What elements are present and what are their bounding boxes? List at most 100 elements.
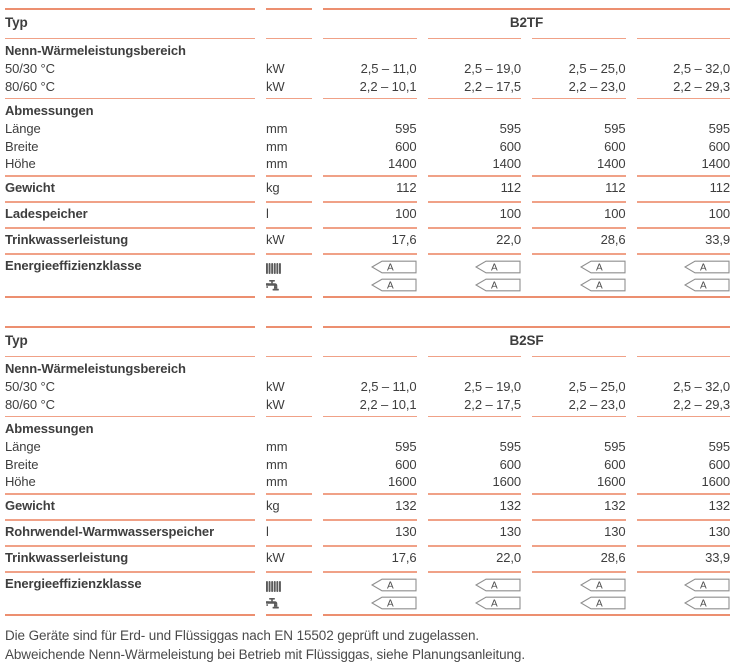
table-rule [5, 296, 730, 298]
value-cell: 2,5 – 11,0 [323, 379, 417, 397]
value-cell: 33,9 [637, 548, 731, 570]
unit-label: kg [266, 178, 312, 200]
energy-class-letter: A [491, 599, 498, 610]
energy-class-letter: A [700, 263, 707, 274]
arrow-tag-shape [476, 597, 520, 609]
value-cell: 132 [532, 496, 626, 518]
value-cell: 33,9 [637, 230, 731, 252]
energy-rating-tag: A [580, 578, 626, 592]
value-cell: A [323, 594, 417, 612]
value-cell: 1400 [323, 156, 417, 174]
value-cell: 595 [323, 439, 417, 457]
unit-label: kW [266, 61, 312, 79]
table-rule [5, 493, 730, 495]
unit-label: kW [266, 548, 312, 570]
value-cell: A [637, 576, 731, 594]
energy-rating-tag: A [371, 578, 417, 592]
arrow-tag-shape [581, 579, 625, 591]
value-cell: 1600 [323, 474, 417, 492]
value-cell: 595 [637, 439, 731, 457]
row-label: 80/60 °C [5, 78, 255, 96]
arrow-tag-shape [685, 279, 729, 291]
tap-icon [266, 278, 312, 294]
energy-rating-tag: A [580, 278, 626, 292]
value-cell: 22,0 [428, 548, 522, 570]
row-label: Energieeffizienzklasse [5, 256, 255, 277]
energy-rating-tag: A [371, 278, 417, 292]
footnote-line-1: Die Geräte sind für Erd- und Flüssiggas … [5, 627, 730, 646]
table-rule [5, 416, 730, 418]
energy-rating-tag: A [580, 260, 626, 274]
value-cell: 2,2 – 17,5 [428, 396, 522, 414]
value-cell: 100 [323, 204, 417, 226]
value-cell: A [532, 594, 626, 612]
energy-rating-tag: A [684, 278, 730, 292]
unit-label: kg [266, 496, 312, 518]
energy-class-letter: A [491, 581, 498, 592]
value-cell: 112 [428, 178, 522, 200]
tap-icon [266, 596, 312, 612]
value-cell: 2,5 – 32,0 [637, 61, 731, 79]
unit-label: l [266, 522, 312, 544]
value-cell: 100 [637, 204, 731, 226]
radiator-icon [266, 261, 312, 276]
value-cell: 595 [428, 121, 522, 139]
section-label: Abmessungen [5, 418, 730, 439]
value-cell: 2,5 – 19,0 [428, 61, 522, 79]
row-label: Ladespeicher [5, 204, 255, 226]
arrow-tag-shape [372, 279, 416, 291]
row-label: 50/30 °C [5, 61, 255, 79]
footnotes: Die Geräte sind für Erd- und Flüssiggas … [5, 627, 730, 664]
table-rule [5, 38, 730, 40]
table-row: Energieeffizienzklasse A A A A [5, 574, 730, 595]
table-rule [5, 175, 730, 177]
row-label: Energieeffizienzklasse [5, 574, 255, 595]
value-cell: 1600 [428, 474, 522, 492]
row-label: Länge [5, 121, 255, 139]
value-cell: 17,6 [323, 548, 417, 570]
row-label: Breite [5, 456, 255, 474]
energy-rating-tag: A [684, 578, 730, 592]
unit-label: kW [266, 396, 312, 414]
value-cell: 112 [532, 178, 626, 200]
value-cell: 595 [532, 439, 626, 457]
value-cell: 600 [532, 138, 626, 156]
value-cell: 2,2 – 10,1 [323, 78, 417, 96]
value-cell: 2,2 – 23,0 [532, 396, 626, 414]
value-cell: 600 [323, 456, 417, 474]
energy-class-letter: A [596, 581, 603, 592]
energy-rating-tag: A [475, 278, 521, 292]
unit-label: mm [266, 121, 312, 139]
unit-label: mm [266, 474, 312, 492]
energy-class-letter: A [596, 263, 603, 274]
value-cell: 100 [428, 204, 522, 226]
value-cell: 1400 [532, 156, 626, 174]
value-cell: A [428, 576, 522, 594]
energy-class-letter: A [387, 263, 394, 274]
energy-class-letter: A [596, 599, 603, 610]
value-cell: 130 [637, 522, 731, 544]
table-rule [5, 326, 730, 328]
table-rule [5, 227, 730, 229]
energy-rating-tag: A [475, 596, 521, 610]
value-cell: 1400 [428, 156, 522, 174]
value-cell: 2,5 – 11,0 [323, 61, 417, 79]
arrow-tag-shape [372, 597, 416, 609]
model-name: B2SF [323, 330, 730, 354]
arrow-tag-shape [372, 579, 416, 591]
unit-label: kW [266, 230, 312, 252]
row-label: Höhe [5, 156, 255, 174]
